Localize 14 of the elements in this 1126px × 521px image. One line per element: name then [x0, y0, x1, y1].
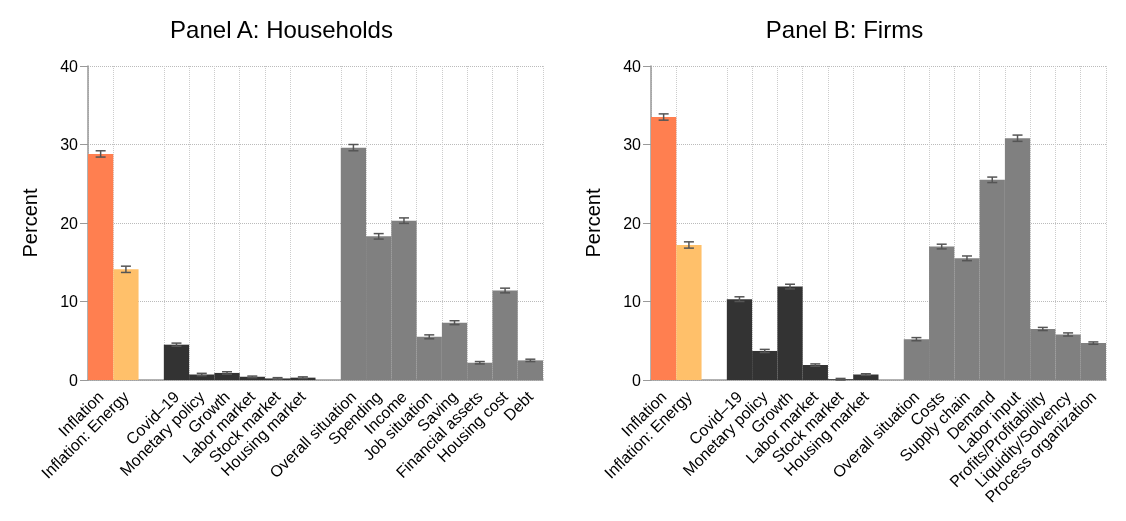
y-tick-label: 40 — [623, 57, 642, 75]
y-tick-label: 10 — [623, 293, 642, 310]
y-tick-label: 30 — [60, 136, 79, 153]
y-tick-label: 20 — [623, 214, 642, 232]
chart-title: Panel B: Firms — [765, 15, 924, 43]
y-tick-label: 0 — [632, 371, 642, 389]
y-axis-title: Percent — [19, 188, 41, 258]
y-tick-label: 40 — [60, 57, 79, 75]
y-tick-label: 10 — [60, 293, 79, 310]
y-tick-label: 0 — [69, 371, 79, 389]
y-axis-title: Percent — [582, 188, 604, 258]
y-tick-label: 20 — [60, 214, 79, 232]
chart-title: Panel A: Households — [170, 15, 393, 43]
y-tick-label: 30 — [623, 136, 642, 153]
